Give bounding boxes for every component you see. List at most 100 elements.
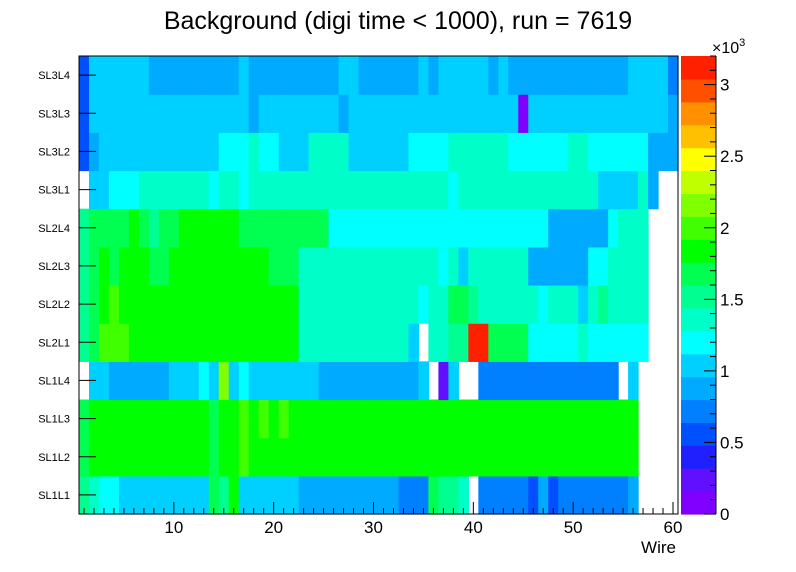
palette-swatch — [681, 101, 716, 126]
heatmap-cell — [578, 475, 589, 515]
heatmap-cell — [508, 208, 519, 248]
heatmap-cell — [608, 56, 619, 95]
heatmap-cell — [118, 323, 130, 362]
heatmap-cell — [468, 323, 479, 362]
heatmap-cell — [548, 361, 559, 401]
heatmap-cell — [538, 208, 549, 248]
heatmap-cell — [318, 56, 330, 95]
heatmap-cell — [148, 323, 160, 362]
heatmap-cell — [428, 56, 439, 95]
heatmap-cell — [528, 285, 539, 324]
heatmap-cell — [258, 323, 270, 362]
heatmap-cell — [298, 285, 310, 324]
heatmap-cell — [368, 285, 380, 324]
heatmap-cell — [458, 132, 469, 172]
heatmap-cell — [388, 437, 400, 477]
heatmap-cell — [228, 56, 240, 95]
heatmap-cell — [428, 132, 439, 172]
heatmap-cell — [268, 94, 280, 133]
heatmap-cell — [238, 475, 250, 515]
heatmap-cell — [348, 361, 360, 401]
heatmap-cell — [368, 56, 380, 95]
heatmap-cell — [598, 399, 609, 439]
heatmap-cell — [628, 475, 639, 515]
heatmap-cell — [618, 399, 629, 439]
heatmap-cell — [498, 56, 509, 95]
heatmap-cell — [528, 94, 539, 133]
heatmap-cell — [518, 437, 529, 477]
palette-exponent: ×103 — [712, 37, 745, 57]
heatmap-cell — [208, 361, 220, 401]
heatmap-cell — [558, 361, 569, 401]
heatmap-cell — [448, 399, 459, 439]
palette-swatch — [681, 170, 716, 194]
heatmap-cell — [588, 399, 599, 439]
heatmap-cell — [398, 399, 410, 439]
heatmap-cell — [318, 94, 330, 133]
heatmap-cell — [168, 56, 180, 95]
heatmap-cell — [468, 56, 479, 95]
palette-tick-label: 0 — [720, 505, 729, 524]
heatmap-cell — [488, 132, 499, 172]
heatmap-cell — [378, 56, 390, 95]
heatmap-cell — [488, 361, 499, 401]
heatmap-cell — [228, 323, 240, 362]
heatmap-cell — [318, 170, 330, 210]
heatmap-cell — [188, 285, 200, 324]
heatmap-cell — [408, 323, 420, 362]
heatmap-cell — [238, 246, 250, 286]
heatmap-cell — [348, 94, 360, 133]
heatmap-cell — [368, 170, 380, 210]
heatmap-cell — [238, 437, 250, 477]
heatmap-cell — [518, 170, 529, 210]
heatmap-cell — [548, 323, 559, 362]
heatmap-cell — [528, 56, 539, 95]
heatmap-cell — [558, 208, 569, 248]
y-tick-label: SL2L3 — [38, 261, 70, 273]
heatmap-cell — [188, 437, 200, 477]
heatmap-cell — [258, 285, 270, 324]
heatmap-cell — [98, 437, 110, 477]
heatmap-cell — [318, 208, 330, 248]
heatmap-cell — [98, 208, 110, 248]
heatmap-cell — [568, 475, 579, 515]
heatmap-cell — [268, 285, 280, 324]
heatmap-cell — [168, 94, 180, 133]
heatmap-cell — [338, 246, 350, 286]
heatmap-cell — [328, 132, 340, 172]
heatmap-cell — [548, 208, 559, 248]
heatmap-cell — [258, 56, 270, 95]
heatmap-cell — [138, 170, 150, 210]
heatmap-cell — [478, 56, 489, 95]
palette-exponent-base: ×10 — [712, 40, 739, 57]
heatmap-cell — [368, 132, 380, 172]
heatmap-cell — [348, 132, 360, 172]
x-tick-label: 30 — [364, 518, 383, 537]
heatmap-cell — [488, 285, 499, 324]
heatmap-cell — [288, 208, 300, 248]
heatmap-cell — [408, 170, 420, 210]
heatmap-cell — [238, 208, 250, 248]
heatmap-cell — [498, 323, 509, 362]
heatmap-cell — [158, 285, 170, 324]
heatmap-cell — [508, 170, 519, 210]
heatmap-cell — [478, 437, 489, 477]
heatmap-cell — [258, 246, 270, 286]
heatmap-cell — [228, 246, 240, 286]
y-axis: SL1L1 SL1L2 SL1L3 SL1L4 SL2L1 SL2L2 SL2L3 SL2L4… — [38, 70, 96, 502]
heatmap-cell — [448, 323, 459, 362]
heatmap-cell — [628, 323, 639, 362]
heatmap-cell — [318, 132, 330, 172]
plot-frame — [78, 55, 679, 515]
heatmap-cell — [258, 94, 270, 133]
heatmap-cell — [268, 246, 280, 286]
heatmap-cell — [118, 56, 130, 95]
heatmap-cell — [218, 246, 230, 286]
heatmap-cell — [568, 437, 579, 477]
x-tick-label: 60 — [664, 518, 683, 537]
heatmap-cell — [288, 132, 300, 172]
heatmap-cell — [178, 399, 190, 439]
heatmap-cell — [328, 170, 340, 210]
heatmap-cell — [308, 323, 320, 362]
heatmap-cell — [438, 208, 449, 248]
